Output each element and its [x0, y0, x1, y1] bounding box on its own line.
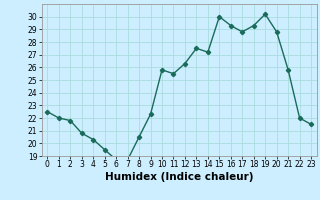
- X-axis label: Humidex (Indice chaleur): Humidex (Indice chaleur): [105, 172, 253, 182]
